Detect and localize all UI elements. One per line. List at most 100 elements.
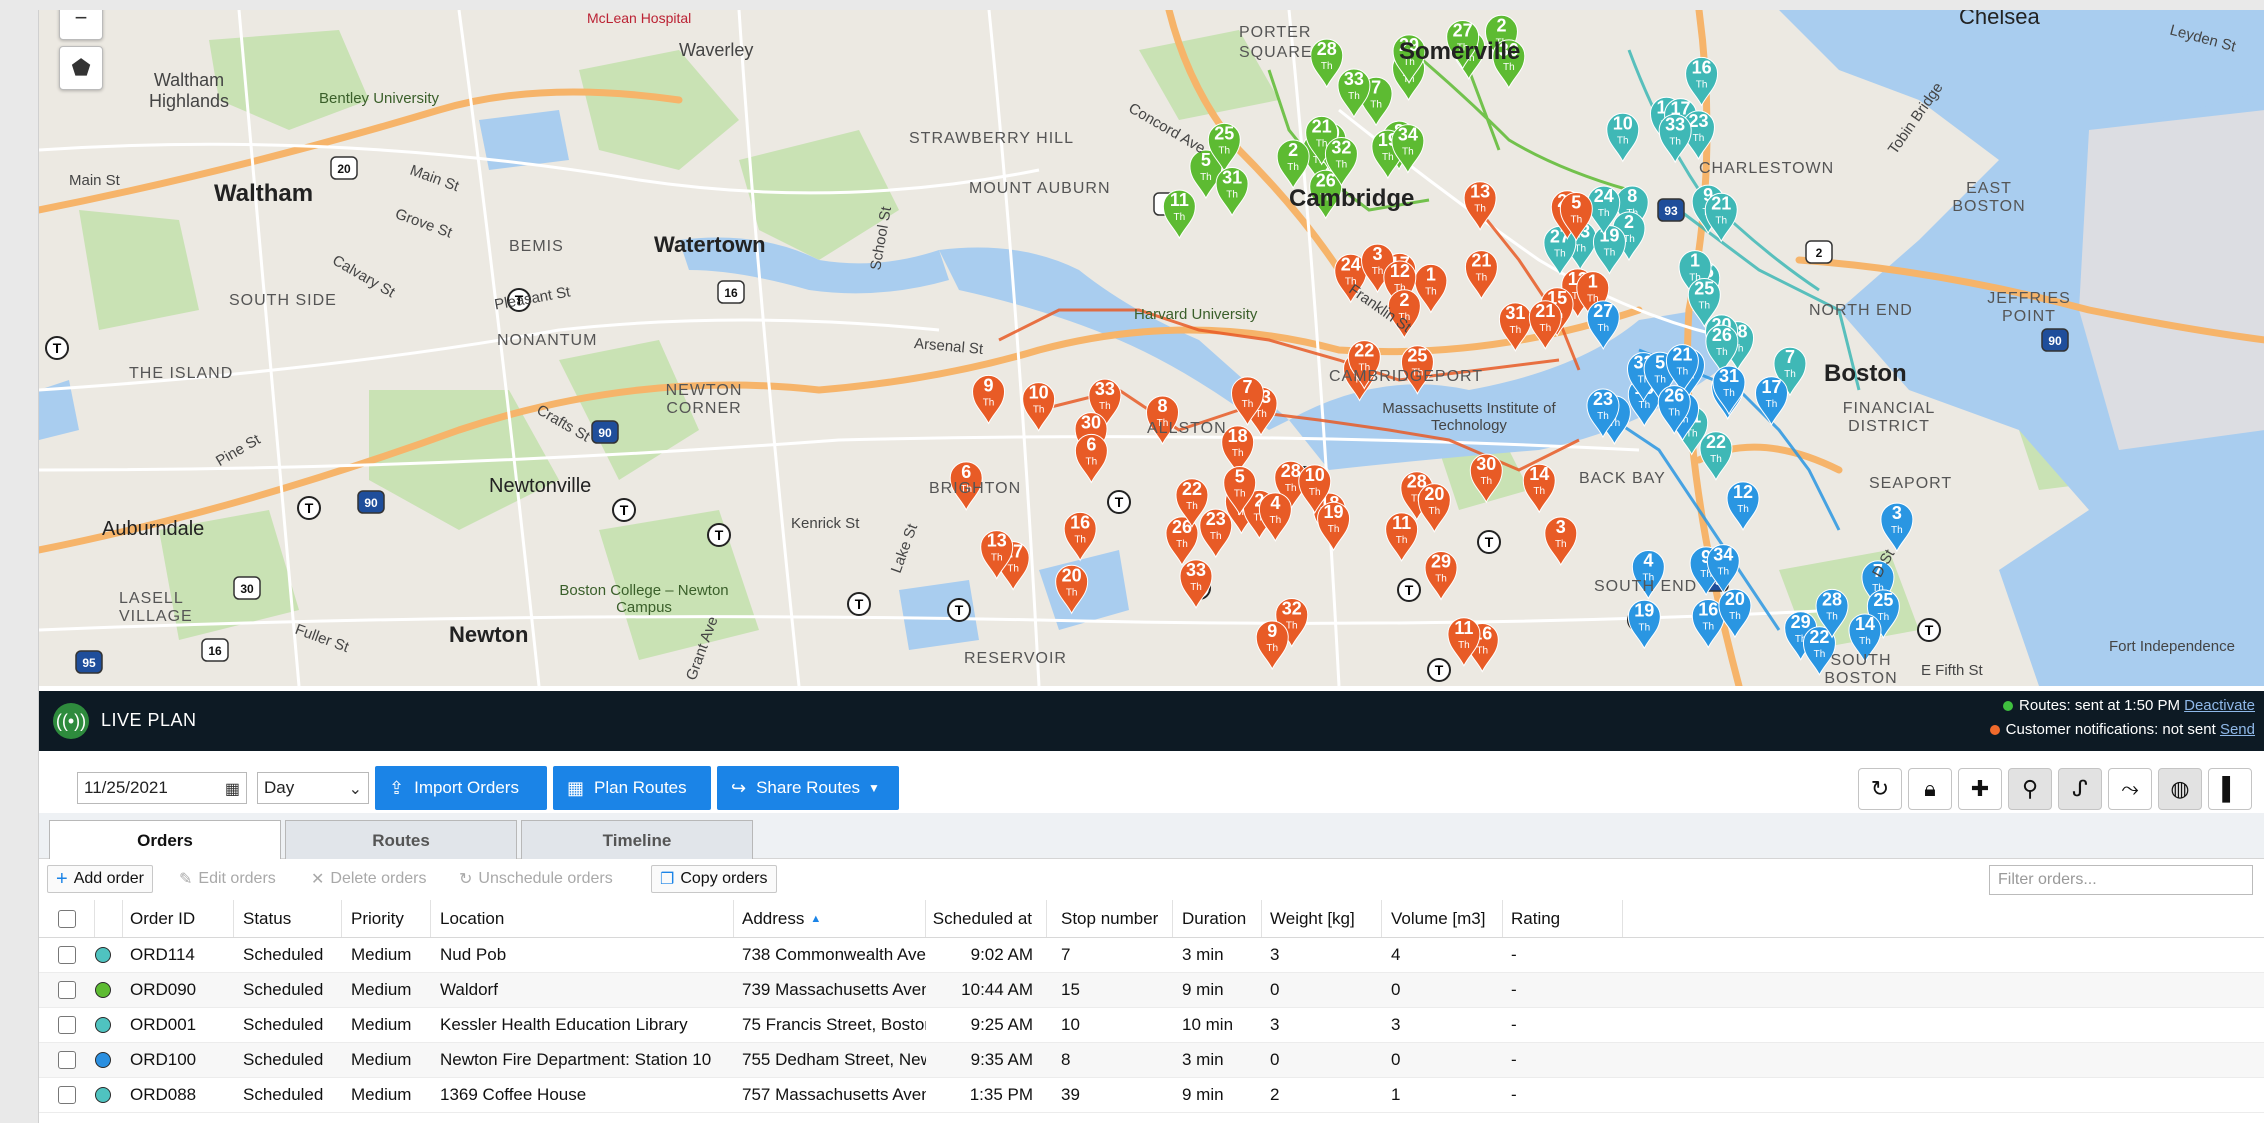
route-stop-marker-orange[interactable]: 4 Th bbox=[1258, 492, 1292, 542]
column-header-id[interactable]: Order ID bbox=[124, 900, 234, 937]
route-map[interactable]: 2959093931630909016320TTTTTTTTTTTTTTT8Th… bbox=[39, 10, 2264, 686]
route-stop-marker-teal[interactable]: 23 Th bbox=[1681, 110, 1715, 161]
route-stop-marker-teal[interactable]: 22 Th bbox=[1699, 431, 1733, 481]
select-all-checkbox[interactable] bbox=[57, 909, 76, 928]
route-stop-marker-orange[interactable]: 10 Th bbox=[1298, 464, 1332, 515]
refresh-icon[interactable]: ↻ bbox=[1858, 768, 1902, 810]
route-stop-marker-blue[interactable]: 23 Th bbox=[1586, 388, 1620, 439]
route-stop-marker-blue[interactable]: 27 Th bbox=[1586, 300, 1620, 351]
table-row[interactable]: ORD090 Scheduled Medium Waldorf 739 Massachu… bbox=[39, 973, 2264, 1008]
route-stop-marker-green[interactable]: 34 Th bbox=[1391, 124, 1425, 174]
route-stop-marker-orange[interactable]: 11 Th bbox=[1385, 512, 1419, 563]
route-stop-marker-teal[interactable]: 7 Th bbox=[1773, 346, 1807, 397]
route-stop-marker-orange[interactable]: 6 Th bbox=[1074, 433, 1108, 484]
column-header-volume[interactable]: Volume [m3] bbox=[1385, 900, 1503, 937]
route-stop-marker-teal[interactable]: 10 Th bbox=[1606, 112, 1640, 163]
route-stop-marker-orange[interactable]: 28 Th bbox=[1274, 460, 1308, 511]
live-broadcast-icon[interactable]: ((•)) bbox=[53, 703, 89, 739]
column-header-duration[interactable]: Duration bbox=[1176, 900, 1262, 937]
tab-routes[interactable]: Routes bbox=[285, 820, 517, 860]
table-row[interactable]: ORD088 Scheduled Medium 1369 Coffee House 75… bbox=[39, 1078, 2264, 1113]
edit-orders-button[interactable]: ✎ Edit orders bbox=[179, 865, 276, 893]
table-row[interactable]: ORD114 Scheduled Medium Nud Pob 738 Commonwe… bbox=[39, 938, 2264, 973]
globe-icon[interactable]: ◍ bbox=[2158, 768, 2202, 810]
delete-orders-button[interactable]: ✕ Delete orders bbox=[311, 865, 426, 893]
route-markers[interactable]: 2959093931630909016320TTTTTTTTTTTTTTT8Th… bbox=[39, 10, 2264, 686]
route-stop-marker-teal[interactable]: 26 Th bbox=[1705, 324, 1739, 375]
route-stop-marker-orange[interactable]: 8 Th bbox=[1145, 395, 1180, 446]
route-stop-marker-green[interactable]: 11 Th bbox=[1162, 189, 1196, 240]
table-row[interactable]: ORD001 Scheduled Medium Kessler Health Educ… bbox=[39, 1008, 2264, 1043]
copy-orders-button[interactable]: ❐ Copy orders bbox=[651, 865, 777, 893]
route-stop-marker-orange[interactable]: 2 Th bbox=[1387, 289, 1421, 339]
column-header-location[interactable]: Location bbox=[434, 900, 734, 937]
route-stop-marker-blue[interactable]: 17 Th bbox=[1754, 376, 1789, 426]
route-stop-marker-teal[interactable]: 21 Th bbox=[1704, 192, 1738, 243]
unschedule-orders-button[interactable]: ↻ Unschedule orders bbox=[459, 865, 613, 893]
route-stop-marker-green[interactable]: 32 Th bbox=[1324, 136, 1358, 187]
route-stop-marker-orange[interactable]: 31 Th bbox=[1498, 302, 1532, 352]
row-checkbox[interactable] bbox=[58, 1086, 76, 1104]
route-stop-marker-teal[interactable]: 25 Th bbox=[1687, 277, 1721, 328]
import-orders-button[interactable]: ⇪ Import Orders bbox=[375, 766, 547, 810]
route-stop-marker-orange[interactable]: 9 Th bbox=[1255, 620, 1289, 671]
route-stop-marker-orange[interactable]: 1 Th bbox=[1576, 271, 1610, 321]
route-stop-marker-orange[interactable]: 19 Th bbox=[1317, 501, 1351, 552]
route-stop-marker-blue[interactable]: 19 Th bbox=[1627, 599, 1661, 650]
route-stop-marker-orange[interactable]: 21 Th bbox=[1528, 300, 1562, 350]
route-stop-marker-green[interactable]: 30 Th bbox=[1492, 39, 1526, 89]
column-header-address[interactable]: Address ▲ bbox=[736, 900, 926, 937]
route-stop-marker-orange[interactable]: 22 Th bbox=[1175, 478, 1209, 528]
route-stop-marker-orange[interactable]: 22 Th bbox=[1347, 340, 1381, 390]
route-stop-marker-orange[interactable]: 20 Th bbox=[1055, 564, 1089, 615]
route-stop-marker-orange[interactable]: 30 Th bbox=[1469, 453, 1503, 504]
column-header-scheduled[interactable]: Scheduled at bbox=[929, 900, 1047, 937]
route-stop-marker-orange[interactable]: 5 Th bbox=[1223, 465, 1257, 516]
period-select[interactable]: Day ⌄ bbox=[257, 772, 369, 804]
route-stop-marker-blue[interactable]: 4 Th bbox=[1631, 549, 1665, 600]
route-stop-marker-orange[interactable]: 23 Th bbox=[1199, 508, 1233, 559]
route-stop-marker-blue[interactable]: 28 Th bbox=[1815, 588, 1849, 639]
row-checkbox[interactable] bbox=[58, 981, 76, 999]
route-stop-marker-green[interactable]: 28 Th bbox=[1310, 38, 1344, 89]
route-stop-marker-orange[interactable]: 10 Th bbox=[1022, 382, 1056, 432]
route-stop-marker-orange[interactable]: 1 Th bbox=[1414, 263, 1448, 314]
route-stop-marker-blue[interactable]: 3 Th bbox=[1880, 502, 1914, 553]
route-stop-marker-teal[interactable]: 33 Th bbox=[1658, 113, 1692, 164]
lock-icon[interactable]: 🔒︎ bbox=[1908, 768, 1952, 810]
date-input[interactable]: 11/25/2021 ▦ bbox=[77, 772, 247, 804]
route-stop-marker-orange[interactable]: 21 Th bbox=[1464, 250, 1498, 300]
route-stop-marker-blue[interactable]: 22 Th bbox=[1802, 626, 1836, 676]
route-stop-marker-blue[interactable]: 7 Th bbox=[1861, 560, 1895, 611]
route-stop-marker-blue[interactable]: 16 Th bbox=[1691, 598, 1725, 649]
route-stop-marker-teal[interactable]: 16 Th bbox=[1685, 56, 1719, 107]
table-row[interactable]: ORD100 Scheduled Medium Newton Fire Departm… bbox=[39, 1043, 2264, 1078]
route-stop-marker-green[interactable]: 29 Th bbox=[1392, 34, 1426, 84]
route-stop-marker-green[interactable]: 27 Th bbox=[1446, 19, 1480, 70]
route-stop-marker-orange[interactable]: 33 Th bbox=[1179, 559, 1213, 609]
route-stop-marker-orange[interactable]: 13 Th bbox=[980, 530, 1014, 580]
route-stop-marker-orange[interactable]: 14 Th bbox=[1522, 463, 1556, 514]
route-stop-marker-green[interactable]: 2 Th bbox=[1276, 139, 1310, 190]
route-stop-marker-green[interactable]: 33 Th bbox=[1337, 68, 1371, 119]
route-stop-marker-blue[interactable]: 34 Th bbox=[1706, 544, 1740, 594]
route-stop-marker-orange[interactable]: 5 Th bbox=[1559, 191, 1593, 242]
panel-toggle-icon[interactable]: ▌ bbox=[2208, 768, 2252, 810]
route-stop-marker-orange[interactable]: 26 Th bbox=[1165, 516, 1199, 567]
route-stop-marker-orange[interactable]: 33 Th bbox=[1088, 378, 1122, 429]
route-stop-marker-orange[interactable]: 29 Th bbox=[1424, 550, 1458, 601]
route-stop-marker-orange[interactable]: 32 Th bbox=[1275, 597, 1309, 648]
column-header-status[interactable]: Status bbox=[237, 900, 342, 937]
route-stop-marker-orange[interactable]: 25 Th bbox=[1400, 345, 1434, 395]
row-checkbox[interactable] bbox=[58, 1016, 76, 1034]
row-checkbox[interactable] bbox=[58, 1051, 76, 1069]
filter-orders-input[interactable]: Filter orders... bbox=[1989, 865, 2253, 895]
map-pin-icon[interactable]: ⚲ bbox=[2008, 768, 2052, 810]
route-stop-marker-orange[interactable]: 12 Th bbox=[1383, 260, 1417, 311]
route-stop-marker-orange[interactable]: 18 Th bbox=[1221, 425, 1255, 476]
route-stop-marker-blue[interactable]: 31 Th bbox=[1712, 365, 1746, 416]
share-routes-button[interactable]: ↪ Share Routes ▼ bbox=[717, 766, 899, 810]
route-stop-marker-orange[interactable]: 9 Th bbox=[972, 374, 1006, 425]
